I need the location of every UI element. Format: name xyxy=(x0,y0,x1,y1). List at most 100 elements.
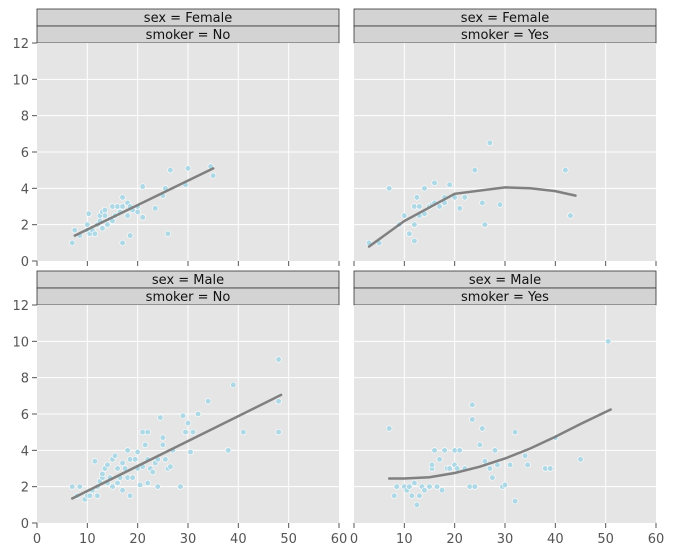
data-point xyxy=(524,461,531,468)
data-point xyxy=(479,199,486,206)
facet-panel-1: sex = Female smoker = No 0 2 4 6 8 10 12 xyxy=(12,8,340,270)
data-point xyxy=(230,381,237,389)
data-point xyxy=(456,205,463,212)
data-point xyxy=(159,434,166,441)
data-point xyxy=(275,356,282,363)
data-point xyxy=(438,487,446,494)
data-point xyxy=(94,492,101,499)
data-point xyxy=(69,239,76,246)
data-point xyxy=(84,221,91,228)
data-point xyxy=(91,230,98,237)
data-point xyxy=(469,401,476,409)
data-point xyxy=(91,458,98,465)
data-point xyxy=(567,212,574,219)
data-point xyxy=(119,203,126,210)
data-point xyxy=(85,210,92,217)
strip-label: sex = Female xyxy=(144,11,232,26)
data-point xyxy=(157,414,164,421)
data-point xyxy=(194,410,202,418)
facet-panel-4: sex = Male smoker = Yes 0 10 20 30 40 50 60 xyxy=(350,270,664,547)
strip-label: sex = Male xyxy=(152,273,224,288)
data-point xyxy=(391,492,398,499)
data-point xyxy=(433,483,441,490)
data-point xyxy=(577,456,584,463)
x-tick-label: 20 xyxy=(446,532,463,547)
data-point xyxy=(76,483,83,490)
data-point xyxy=(413,501,421,508)
y-tick-label: 6 xyxy=(21,408,29,423)
data-point xyxy=(86,492,93,499)
data-point xyxy=(132,456,139,463)
y-tick-label: 4 xyxy=(21,444,29,459)
facet-panel-2: sex = Female smoker = Yes xyxy=(353,8,657,266)
y-tick-label: 12 xyxy=(12,37,29,52)
data-point xyxy=(605,338,612,345)
data-point xyxy=(489,474,496,481)
data-point xyxy=(461,194,468,201)
data-point xyxy=(101,212,109,219)
data-point xyxy=(182,429,189,436)
data-point xyxy=(411,479,418,487)
x-tick-label: 0 xyxy=(33,532,41,547)
data-point xyxy=(393,483,400,490)
data-point xyxy=(127,492,134,499)
data-point xyxy=(240,429,247,436)
data-point xyxy=(401,212,408,219)
x-tick-label: 0 xyxy=(350,532,358,547)
y-tick-label: 4 xyxy=(21,182,29,197)
fit-line xyxy=(70,393,283,500)
data-point xyxy=(114,465,121,472)
y-tick-label: 10 xyxy=(12,335,29,350)
data-point xyxy=(471,483,478,490)
strip-label: smoker = No xyxy=(146,290,231,305)
x-tick-label: 20 xyxy=(129,532,146,547)
x-tick-label: 30 xyxy=(180,532,197,547)
data-point xyxy=(506,461,514,468)
data-point xyxy=(167,167,174,174)
data-point xyxy=(167,463,174,470)
y-tick-label: 8 xyxy=(21,110,29,125)
data-point xyxy=(469,416,476,423)
data-point xyxy=(124,212,131,219)
data-point xyxy=(436,203,443,210)
data-point xyxy=(119,239,126,246)
data-point xyxy=(71,227,78,234)
data-point xyxy=(479,425,486,432)
data-point xyxy=(562,167,569,174)
data-point xyxy=(501,481,509,488)
y-tick-label: 2 xyxy=(21,219,29,234)
data-point xyxy=(159,441,166,448)
data-point xyxy=(481,221,488,228)
x-tick-label: 40 xyxy=(230,532,247,547)
data-point xyxy=(69,483,76,490)
data-point xyxy=(119,487,126,494)
data-point xyxy=(129,474,136,481)
data-point xyxy=(275,429,282,436)
strip-label: sex = Female xyxy=(461,11,549,26)
data-point xyxy=(441,447,448,454)
data-point xyxy=(99,470,106,478)
data-point xyxy=(275,398,282,405)
data-point xyxy=(411,221,418,228)
data-point xyxy=(446,465,453,472)
data-point xyxy=(446,181,453,188)
data-point xyxy=(421,185,428,192)
data-point xyxy=(144,479,151,487)
data-point xyxy=(511,498,519,505)
facet-panel-3: sex = Male smoker = No 0 10 20 30 40 50 60 0 2 4 6 8 1… xyxy=(12,270,347,547)
data-point xyxy=(149,469,156,476)
data-point xyxy=(431,179,438,186)
y-tick-label: 12 xyxy=(12,299,29,314)
data-point xyxy=(411,237,418,245)
data-point xyxy=(408,492,415,499)
data-point xyxy=(496,201,504,208)
strip-label: smoker = No xyxy=(146,28,231,43)
data-point xyxy=(101,207,109,214)
data-point xyxy=(205,398,212,405)
data-point xyxy=(511,429,519,436)
x-tick-label: 40 xyxy=(547,532,564,547)
data-point xyxy=(436,456,443,463)
data-point xyxy=(184,419,192,427)
data-point xyxy=(491,447,499,454)
strip-label: smoker = Yes xyxy=(461,28,549,43)
